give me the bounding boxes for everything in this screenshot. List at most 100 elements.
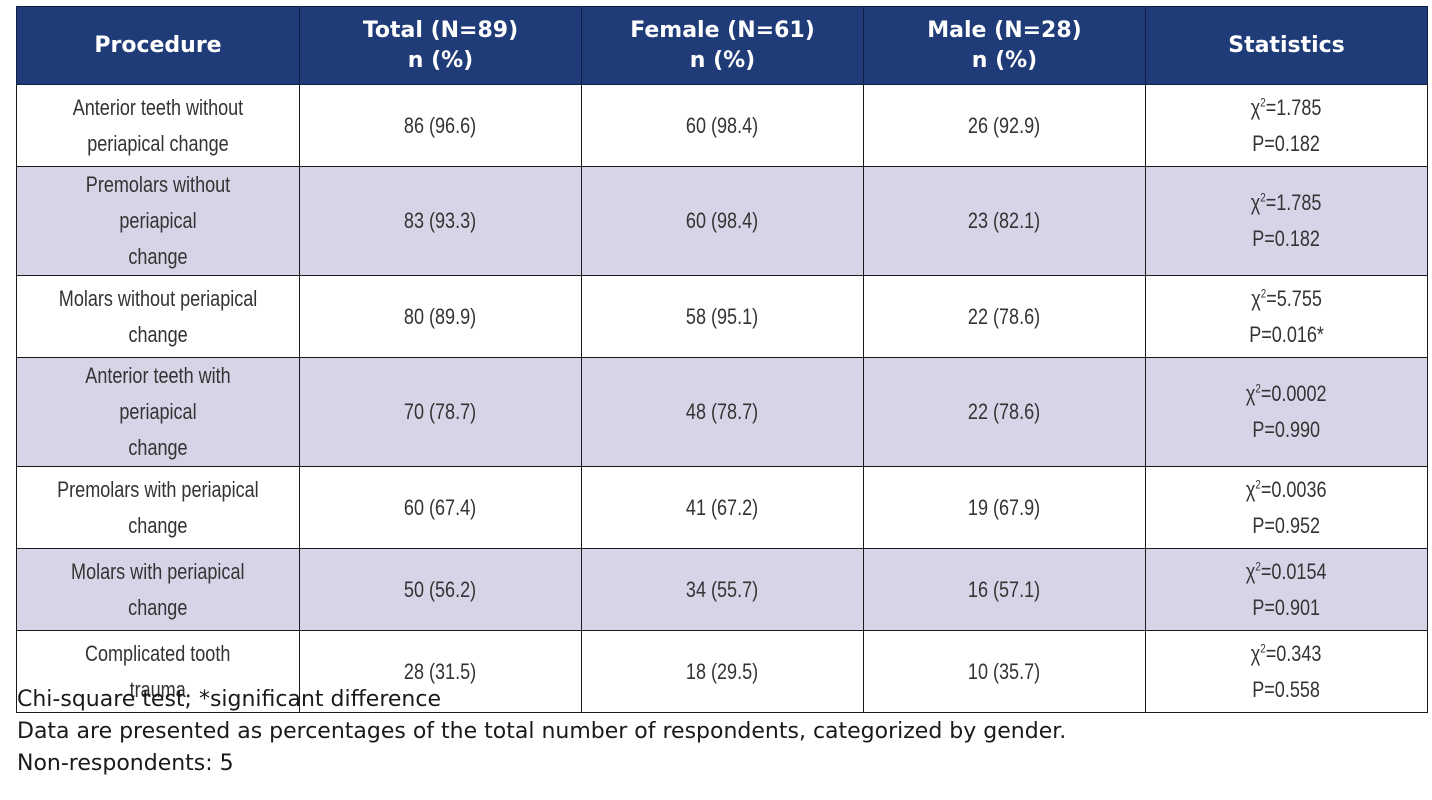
results-table-container: Procedure Total (N=89) n (%) Female (N=6… xyxy=(16,6,1428,713)
statistics-text: χ2=0.0036 P=0.952 xyxy=(1246,472,1327,544)
header-female-label: Female (N=61) xyxy=(630,17,815,43)
total-cell: 28 (31.5) xyxy=(299,630,582,713)
table-row: Complicated tooth trauma 28 (31.5) 18 (2… xyxy=(16,630,1428,713)
statistics-cell: χ2=0.0002 P=0.990 xyxy=(1145,357,1428,467)
statistics-cell: χ2=1.785 P=0.182 xyxy=(1145,84,1428,167)
table-row: Anterior teeth with periapical change 70… xyxy=(16,357,1428,467)
chi-square-line: χ2=0.343 xyxy=(1251,636,1322,672)
chi-square-line: χ2=1.785 xyxy=(1251,90,1322,126)
chi-value: =0.0154 xyxy=(1261,558,1327,584)
statistics-text: χ2=5.755 P=0.016* xyxy=(1249,281,1324,353)
male-cell: 23 (82.1) xyxy=(863,166,1146,276)
male-value: 16 (57.1) xyxy=(968,576,1041,602)
footnote-non-respondents: Non-respondents: 5 xyxy=(17,751,234,776)
male-value: 26 (92.9) xyxy=(968,112,1041,138)
table-row: Molars without periapical change 80 (89.… xyxy=(16,275,1428,358)
male-value: 22 (78.6) xyxy=(968,399,1041,424)
male-cell: 10 (35.7) xyxy=(863,630,1146,713)
procedure-text: Anterior teeth without periapical change xyxy=(72,94,244,156)
male-value: 19 (67.9) xyxy=(968,494,1041,520)
female-cell: 60 (98.4) xyxy=(581,166,864,276)
header-female: Female (N=61) n (%) xyxy=(581,6,864,85)
total-cell: 70 (78.7) xyxy=(299,357,582,467)
chi-symbol: χ xyxy=(1246,558,1256,584)
total-value: 28 (31.5) xyxy=(404,658,477,684)
total-value: 50 (56.2) xyxy=(404,576,477,602)
header-male-unit: n (%) xyxy=(971,47,1038,73)
statistics-cell: χ2=0.343 P=0.558 xyxy=(1145,630,1428,713)
female-cell: 41 (67.2) xyxy=(581,466,864,549)
female-cell: 18 (29.5) xyxy=(581,630,864,713)
header-procedure-label: Procedure xyxy=(94,32,222,58)
header-total-unit: n (%) xyxy=(407,47,474,73)
total-value: 70 (78.7) xyxy=(404,399,477,424)
procedure-cell: Molars with periapical change xyxy=(16,548,300,631)
chi-value: =1.785 xyxy=(1266,190,1322,215)
table-header: Procedure Total (N=89) n (%) Female (N=6… xyxy=(16,6,1428,85)
table-body: Anterior teeth without periapical change… xyxy=(16,84,1428,713)
statistics-cell: χ2=5.755 P=0.016* xyxy=(1145,275,1428,358)
p-value: P=0.016* xyxy=(1249,321,1324,347)
header-total-label: Total (N=89) xyxy=(362,17,519,43)
male-value: 22 (78.6) xyxy=(968,303,1041,329)
procedure-text: Molars without periapical change xyxy=(58,285,258,347)
chi-exponent: 2 xyxy=(1255,559,1262,574)
statistics-text: χ2=1.785 P=0.182 xyxy=(1251,90,1322,162)
p-value: P=0.182 xyxy=(1252,130,1321,156)
male-value: 10 (35.7) xyxy=(968,658,1041,684)
header-total: Total (N=89) n (%) xyxy=(299,6,582,85)
chi-value: =1.785 xyxy=(1266,94,1322,120)
statistics-cell: χ2=0.0036 P=0.952 xyxy=(1145,466,1428,549)
table-row: Anterior teeth without periapical change… xyxy=(16,84,1428,167)
chi-symbol: χ xyxy=(1246,476,1256,502)
chi-exponent: 2 xyxy=(1255,381,1262,396)
procedure-text: Molars with periapical change xyxy=(71,558,245,620)
total-cell: 80 (89.9) xyxy=(299,275,582,358)
header-statistics: Statistics xyxy=(1145,6,1428,85)
female-value: 18 (29.5) xyxy=(686,658,759,684)
statistics-cell: χ2=0.0154 P=0.901 xyxy=(1145,548,1428,631)
procedure-text: Anterior teeth with periapical change xyxy=(85,363,231,460)
chi-symbol: χ xyxy=(1251,285,1261,311)
female-cell: 60 (98.4) xyxy=(581,84,864,167)
total-value: 80 (89.9) xyxy=(404,303,477,329)
male-cell: 19 (67.9) xyxy=(863,466,1146,549)
header-row: Procedure Total (N=89) n (%) Female (N=6… xyxy=(16,6,1428,85)
female-cell: 34 (55.7) xyxy=(581,548,864,631)
total-value: 60 (67.4) xyxy=(404,494,477,520)
chi-exponent: 2 xyxy=(1255,477,1262,492)
female-value: 41 (67.2) xyxy=(686,494,759,520)
footnote-test: Chi-square test; *significant difference xyxy=(17,687,441,712)
table-row: Premolars with periapical change 60 (67.… xyxy=(16,466,1428,549)
statistics-text: χ2=0.0002 P=0.990 xyxy=(1246,376,1327,448)
chi-exponent: 2 xyxy=(1260,190,1267,205)
table-row: Molars with periapical change 50 (56.2) … xyxy=(16,548,1428,631)
footnote-data-description: Data are presented as percentages of the… xyxy=(17,719,1067,744)
total-cell: 83 (93.3) xyxy=(299,166,582,276)
chi-value: =0.0002 xyxy=(1261,381,1327,406)
chi-value: =0.343 xyxy=(1266,640,1322,666)
p-value: P=0.901 xyxy=(1252,594,1321,620)
table-row: Premolars without periapical change 83 (… xyxy=(16,166,1428,276)
header-male: Male (N=28) n (%) xyxy=(863,6,1146,85)
female-value: 48 (78.7) xyxy=(686,399,759,424)
chi-square-line: χ2=0.0036 xyxy=(1246,472,1327,508)
statistics-cell: χ2=1.785 P=0.182 xyxy=(1145,166,1428,276)
procedure-cell: Anterior teeth with periapical change xyxy=(16,357,300,467)
p-value: P=0.952 xyxy=(1252,512,1321,538)
chi-exponent: 2 xyxy=(1260,95,1267,110)
procedure-text: Complicated tooth trauma xyxy=(85,640,231,702)
procedure-cell: Molars without periapical change xyxy=(16,275,300,358)
statistics-text: χ2=1.785 P=0.182 xyxy=(1251,185,1322,257)
chi-value: =5.755 xyxy=(1266,285,1322,311)
chi-exponent: 2 xyxy=(1260,641,1267,656)
chi-square-line: χ2=5.755 xyxy=(1249,281,1324,317)
chi-square-line: χ2=1.785 xyxy=(1251,185,1322,221)
chi-symbol: χ xyxy=(1251,640,1261,666)
statistics-text: χ2=0.343 P=0.558 xyxy=(1251,636,1322,708)
male-cell: 22 (78.6) xyxy=(863,357,1146,467)
female-value: 34 (55.7) xyxy=(686,576,759,602)
male-cell: 22 (78.6) xyxy=(863,275,1146,358)
procedure-cell: Premolars with periapical change xyxy=(16,466,300,549)
total-cell: 50 (56.2) xyxy=(299,548,582,631)
